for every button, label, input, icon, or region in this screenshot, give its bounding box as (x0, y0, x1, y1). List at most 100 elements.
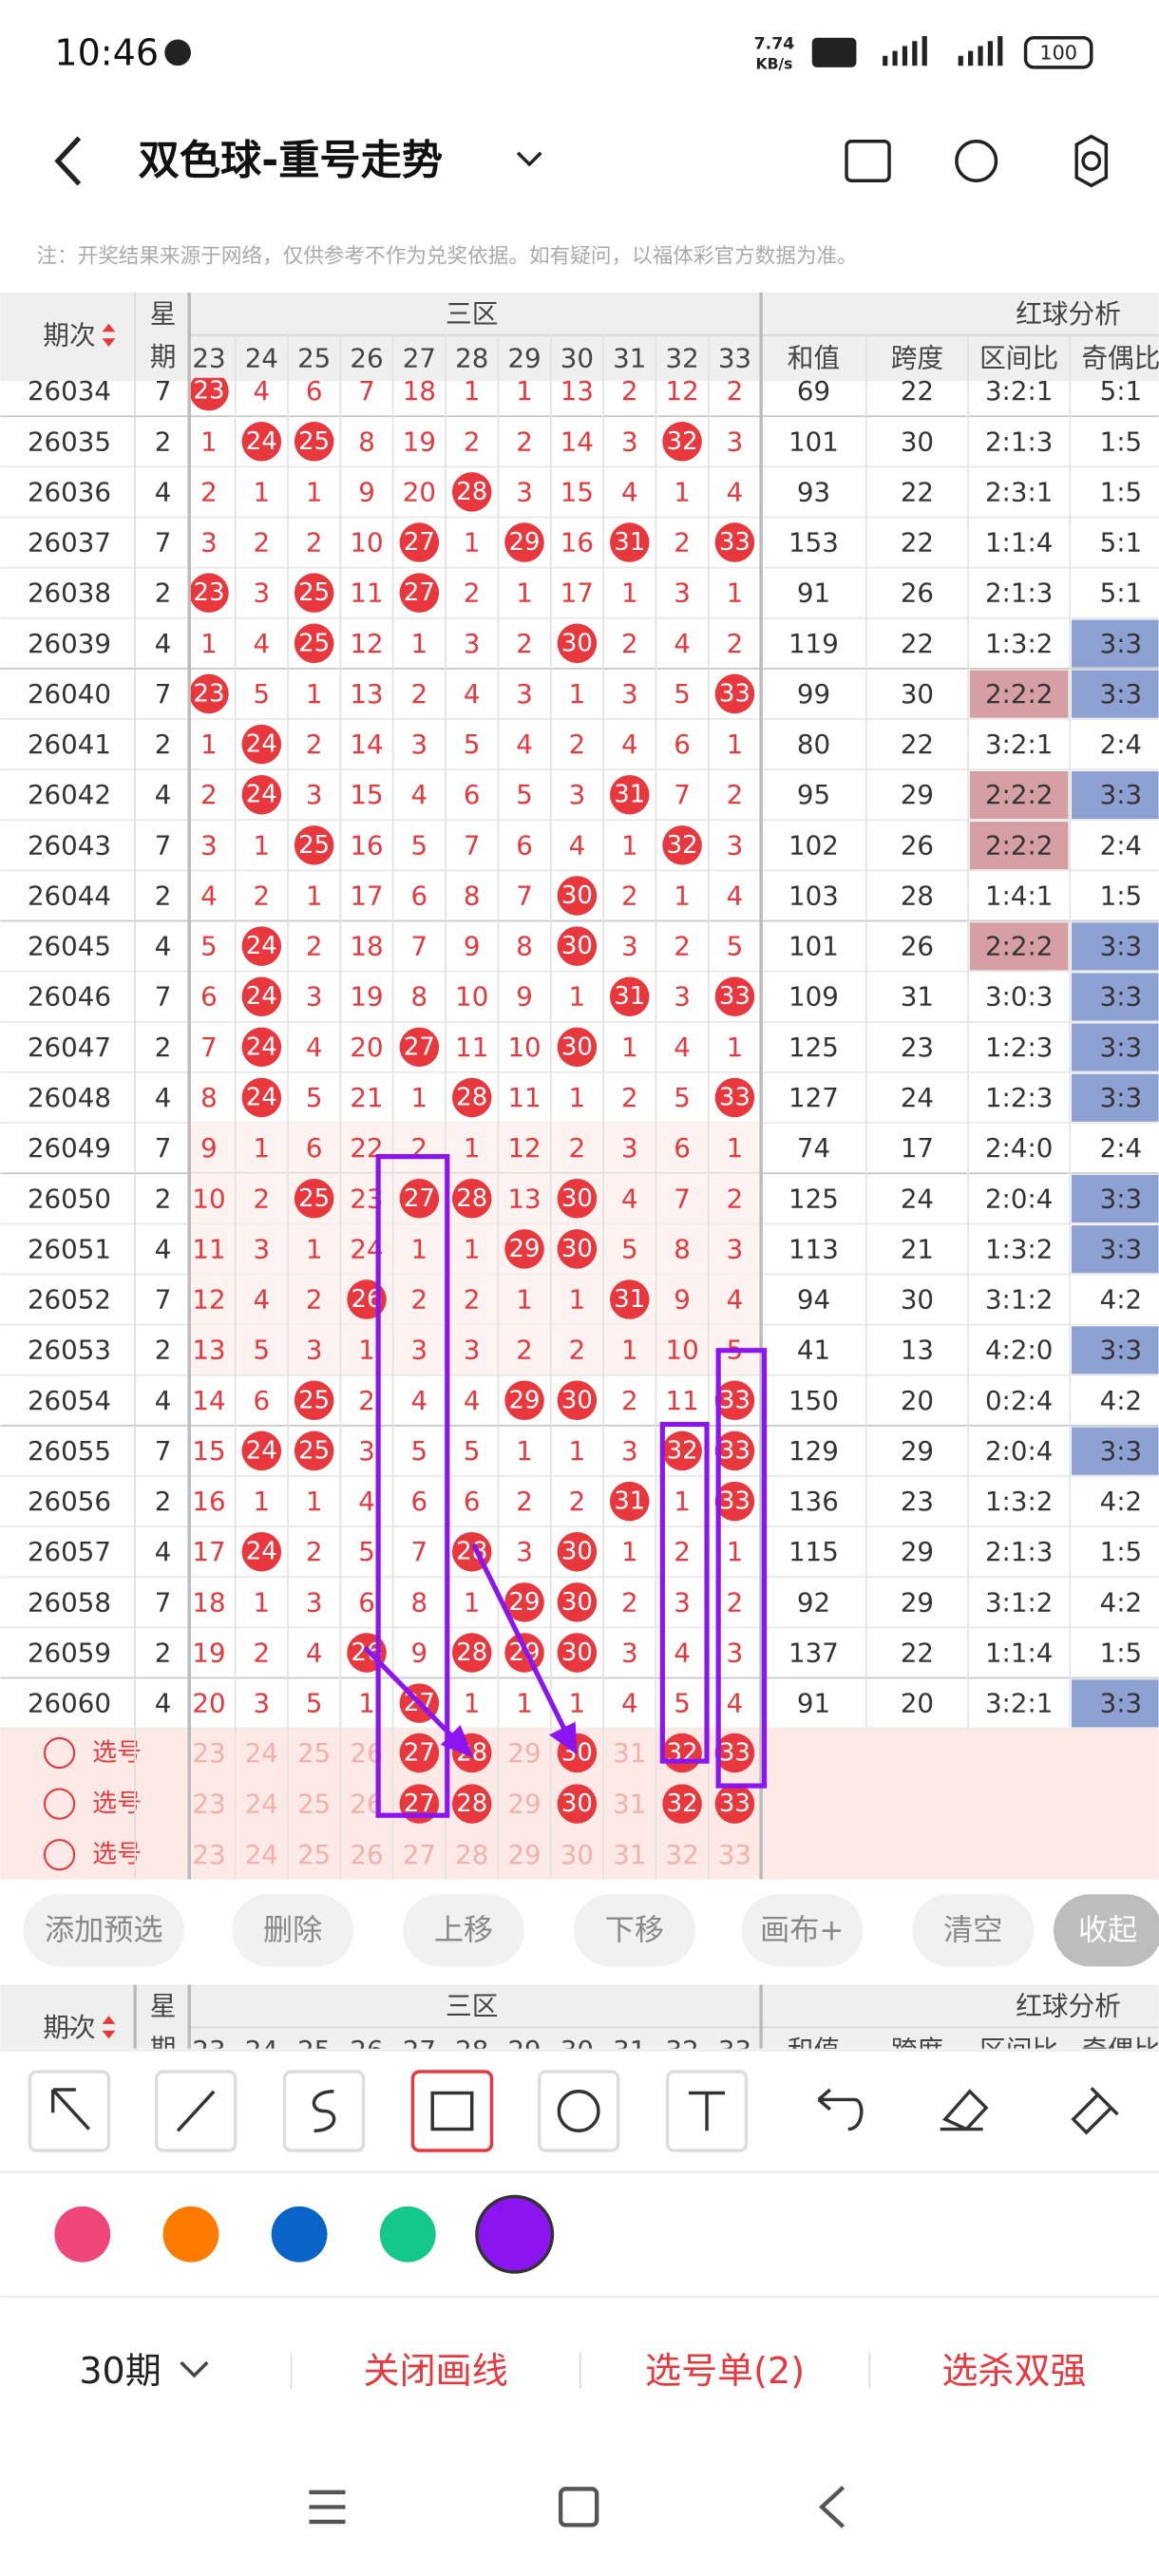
analysis-value: 1:5 (1100, 426, 1143, 457)
toolbar-button[interactable] (23, 1894, 185, 1967)
tool-line[interactable] (176, 2090, 216, 2132)
title-dropdown[interactable] (516, 151, 542, 167)
header-number: 26 (350, 2035, 383, 2066)
omission: 20 (350, 1032, 383, 1063)
tool-undo[interactable] (817, 2088, 864, 2131)
period: 26057 (28, 1536, 111, 1567)
omission: 1 (569, 1688, 586, 1719)
analysis-value: 2:4 (1100, 829, 1143, 861)
omission: 5 (674, 1082, 691, 1113)
tool-frame[interactable] (537, 2070, 620, 2152)
ball (714, 1077, 755, 1118)
weekday: 4 (155, 1233, 172, 1264)
ball (399, 522, 440, 562)
tool-frame[interactable] (665, 2070, 749, 2152)
icon-share[interactable] (955, 140, 998, 182)
parity-highlight (1072, 1326, 1159, 1374)
ball-number: 24 (246, 1084, 277, 1112)
nav-back[interactable] (818, 2486, 846, 2529)
toolbar-label: 上移 (434, 1913, 493, 1947)
tool-arrow[interactable] (50, 2088, 90, 2131)
color-swatch[interactable] (162, 2206, 219, 2263)
net-speed: 7.74 (754, 35, 795, 54)
ball-number: 25 (298, 1184, 330, 1213)
bottom-action[interactable]: 选号单(2) (645, 2350, 805, 2392)
omission: 2 (621, 375, 638, 407)
zone-highlight (969, 670, 1069, 718)
analysis-value: 94 (797, 1284, 830, 1316)
toolbar-button[interactable] (573, 1894, 695, 1967)
nav-menu[interactable] (309, 2490, 346, 2525)
toolbar-button[interactable] (403, 1894, 525, 1967)
period-select[interactable]: 30期 (79, 2350, 161, 2392)
tool-frame[interactable] (28, 2070, 111, 2152)
analysis-value: 95 (797, 779, 830, 810)
tool-eraser[interactable] (940, 2089, 989, 2131)
color-swatch[interactable] (271, 2206, 328, 2263)
color-swatch-selected[interactable] (475, 2194, 555, 2274)
pick-radio (43, 1788, 76, 1820)
analysis-value: 1:3:2 (985, 1486, 1053, 1517)
ball-number: 33 (719, 982, 750, 1011)
net-unit: KB/s (756, 55, 793, 72)
ball (557, 1531, 598, 1572)
omission: 3 (727, 829, 744, 861)
bottom-action[interactable]: 关闭画线 (364, 2350, 508, 2392)
color-swatch[interactable] (54, 2206, 111, 2263)
icon-settings[interactable] (1074, 134, 1109, 188)
tool-frame[interactable] (154, 2070, 238, 2152)
nav-home[interactable] (558, 2487, 599, 2528)
nav-bar (309, 2486, 846, 2529)
tool-curve[interactable] (312, 2090, 336, 2133)
analysis-value: 3:3 (1100, 1688, 1143, 1719)
ball-number: 27 (404, 528, 435, 557)
ball (451, 1633, 492, 1673)
toolbar-button[interactable] (1053, 1894, 1159, 1967)
omission: 1 (569, 678, 586, 710)
hd-icon (811, 37, 857, 67)
analysis-value: 3:3 (1100, 1335, 1143, 1366)
tool-circle[interactable] (557, 2090, 600, 2133)
pick-number: 25 (297, 1737, 331, 1769)
omission: 3 (621, 1637, 638, 1668)
header-number: 24 (245, 2035, 278, 2066)
weekday: 2 (155, 426, 172, 457)
analysis-value: 1:5 (1100, 1536, 1143, 1567)
omission: 5 (727, 931, 744, 962)
omission: 2 (569, 1486, 586, 1517)
omission: 12 (507, 1132, 541, 1164)
tool-frame[interactable] (282, 2070, 366, 2152)
weekday: 4 (155, 779, 172, 810)
omission: 14 (350, 729, 383, 760)
pick-number: 29 (507, 1737, 541, 1769)
tool-text[interactable] (689, 2091, 726, 2131)
omission: 1 (411, 1082, 428, 1113)
omission: 1 (727, 1132, 744, 1164)
omission: 9 (516, 981, 533, 1013)
weekday: 2 (155, 578, 172, 609)
color-swatch[interactable] (379, 2206, 436, 2263)
omission: 1 (516, 578, 533, 609)
ball (294, 1430, 334, 1471)
tool-frame-selected[interactable] (410, 2070, 494, 2152)
icon-device[interactable] (845, 140, 891, 182)
omission: 2 (306, 1284, 323, 1316)
toolbar-button[interactable] (741, 1894, 864, 1967)
ball (504, 522, 544, 562)
analysis-value: 2:2:2 (985, 678, 1053, 710)
page-title[interactable]: 双色球-重号走势 (139, 138, 443, 185)
omission: 6 (464, 1486, 481, 1517)
omission: 5 (411, 829, 428, 861)
ball (189, 573, 229, 613)
tool-clear[interactable] (1071, 2087, 1119, 2135)
toolbar-button[interactable] (232, 1894, 354, 1967)
ball-number: 31 (614, 1487, 645, 1516)
omission: 8 (411, 1586, 428, 1618)
omission: 1 (621, 578, 638, 609)
tool-rect[interactable] (430, 2091, 474, 2131)
back-button[interactable] (54, 136, 82, 186)
bottom-action[interactable]: 选杀双强 (941, 2350, 1086, 2392)
analysis-value: 28 (901, 880, 934, 911)
toolbar-button[interactable] (912, 1894, 1035, 1967)
